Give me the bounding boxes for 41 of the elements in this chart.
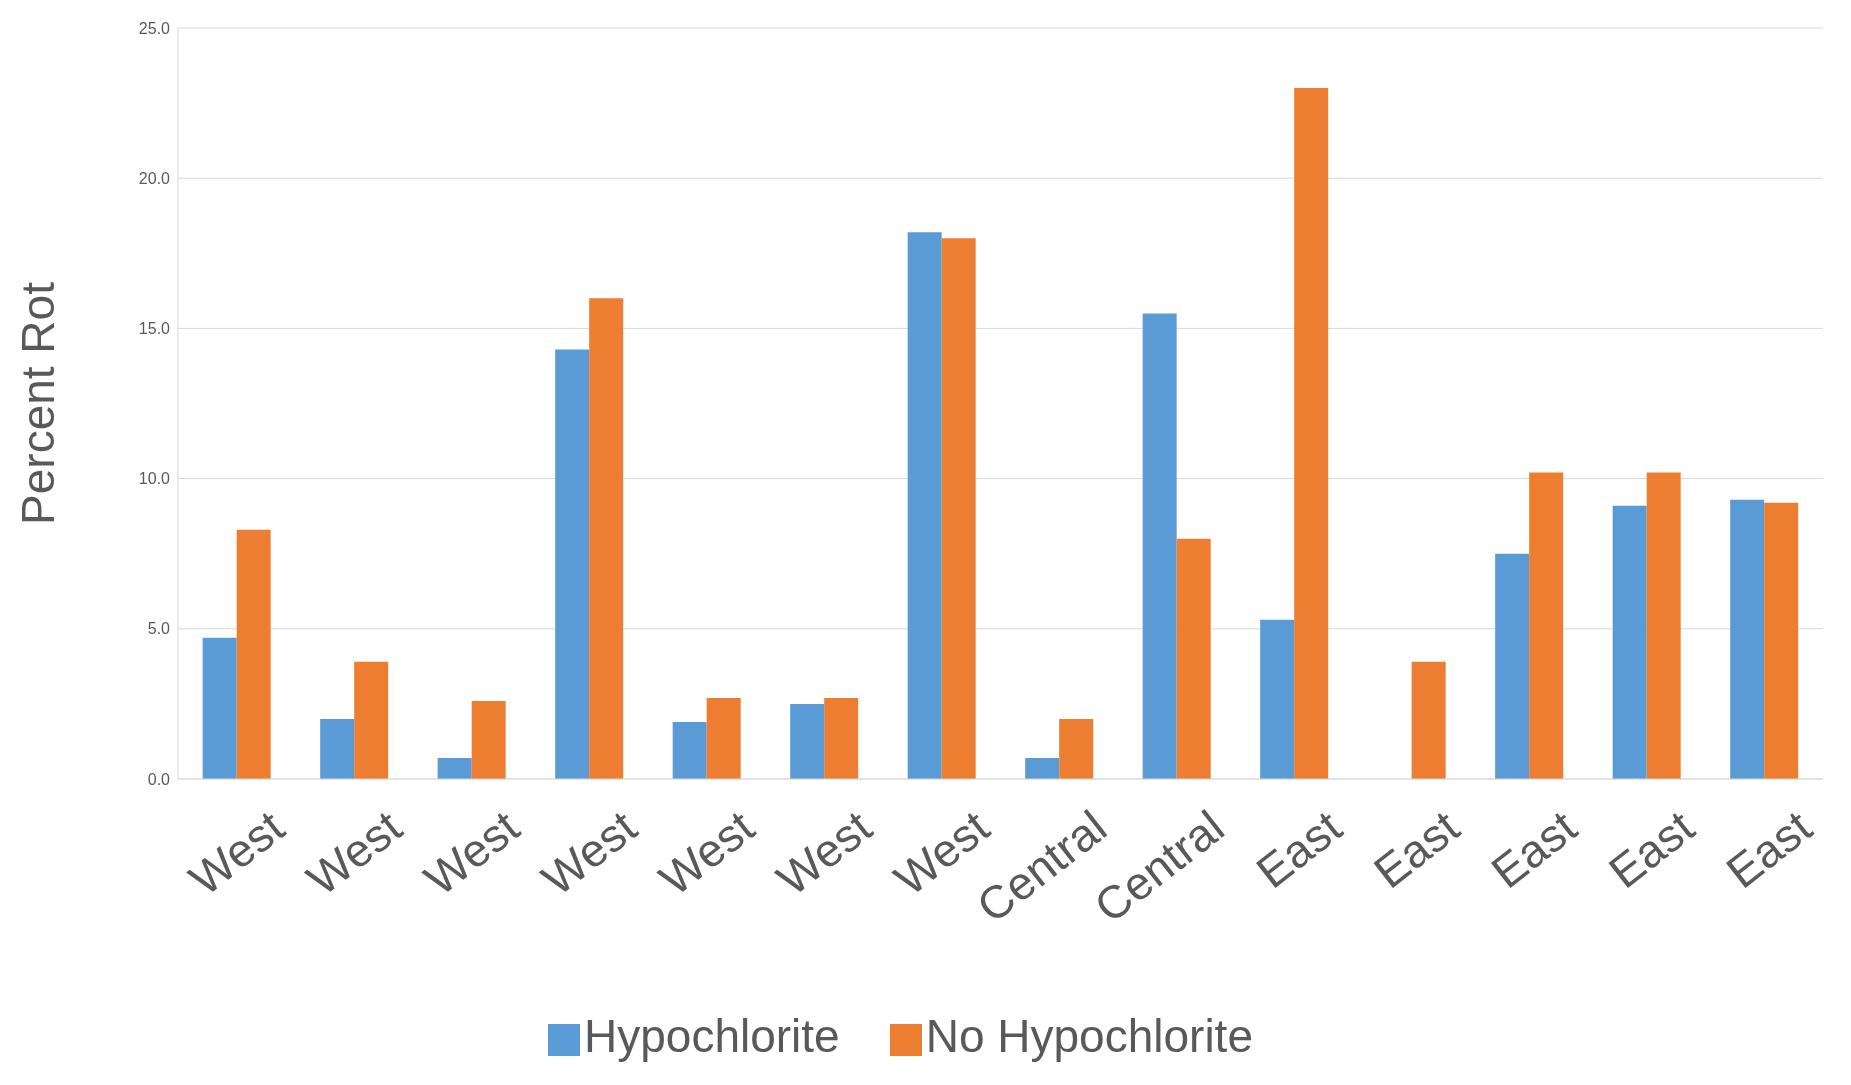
bar <box>1176 538 1211 779</box>
bar <box>437 757 472 779</box>
bar <box>202 637 237 779</box>
y-tick-label: 0.0 <box>147 770 171 788</box>
x-tick-label: East <box>1716 800 1822 899</box>
x-tick-label: East <box>1599 800 1704 899</box>
bar <box>1260 619 1295 779</box>
bar <box>907 232 942 779</box>
bar <box>354 661 389 779</box>
bar <box>1142 313 1177 779</box>
bar <box>589 298 624 779</box>
bar <box>1025 757 1060 779</box>
y-tick-label: 20.0 <box>138 169 171 187</box>
bar <box>790 703 825 779</box>
y-tick-label: 25.0 <box>138 19 171 37</box>
bar <box>672 721 707 779</box>
bar <box>1294 88 1329 779</box>
x-tick-label: East <box>1481 800 1587 899</box>
x-tick-label: East <box>1364 800 1469 899</box>
bar <box>941 238 976 779</box>
legend-label: Hypochlorite <box>584 1010 840 1062</box>
bar <box>471 700 506 779</box>
y-tick-label: 10.0 <box>138 470 171 488</box>
bar <box>1612 505 1647 779</box>
y-tick-label: 15.0 <box>138 320 171 338</box>
legend-label: No Hypochlorite <box>925 1010 1253 1062</box>
y-axis-title: Percent Rot <box>12 281 65 525</box>
bar <box>1495 553 1530 779</box>
bar <box>320 718 355 779</box>
y-tick-label: 5.0 <box>147 620 171 638</box>
bar <box>1529 472 1564 779</box>
bar <box>1059 718 1094 779</box>
bar <box>1764 502 1799 779</box>
x-tick-label: East <box>1246 800 1352 899</box>
bar <box>555 349 590 779</box>
bar <box>1730 499 1765 779</box>
bar <box>706 697 741 779</box>
bar <box>1646 472 1681 779</box>
bar <box>1411 661 1446 779</box>
bar <box>824 697 859 779</box>
bar <box>236 529 271 779</box>
